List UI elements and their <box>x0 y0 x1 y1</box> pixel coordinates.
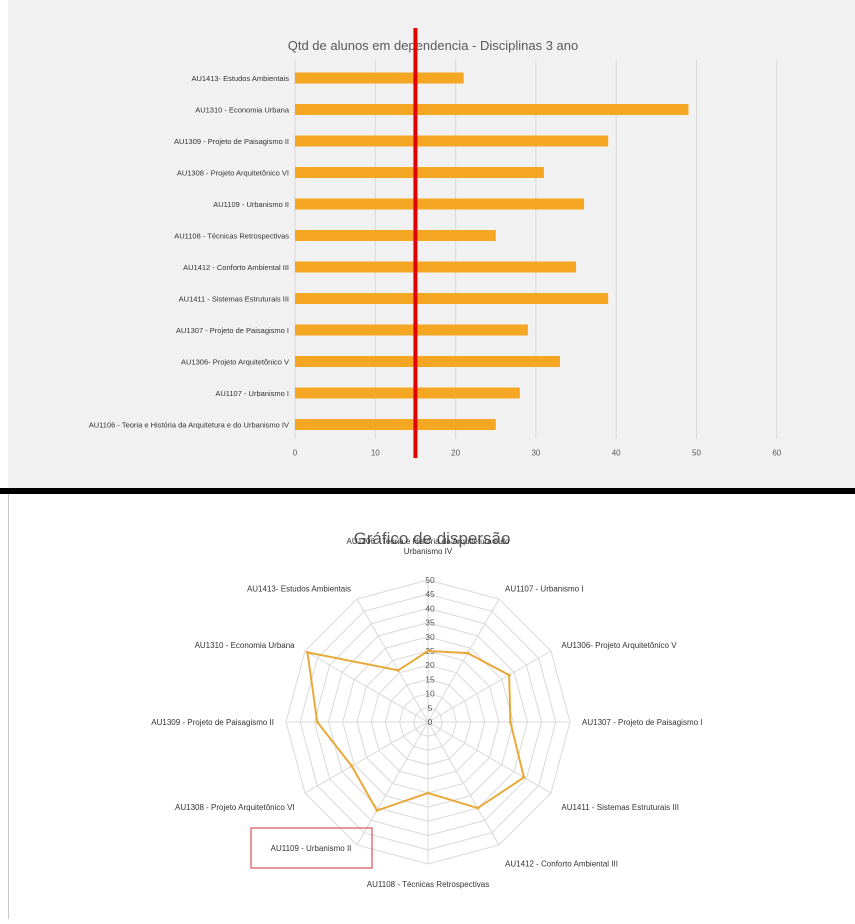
label-line: Urbanismo IV <box>404 547 453 556</box>
radar-category-label: AU1307 - Projeto de Paisagismo I <box>582 718 703 727</box>
radar-point <box>476 806 480 810</box>
radial-tick-label: 35 <box>425 618 435 628</box>
bar <box>295 198 585 210</box>
x-tick-label: 60 <box>772 449 781 458</box>
category-label: AU1306- Projeto Arquitetônico V <box>181 358 289 367</box>
radar-category-label: AU1310 - Economia Urbana <box>195 641 296 650</box>
category-label: AU1106 - Teoria e História da Arquitetur… <box>89 421 289 430</box>
radar-point <box>522 775 526 779</box>
radar-spoke <box>304 650 429 723</box>
radar-spoke <box>304 721 429 794</box>
bar <box>295 293 609 304</box>
radar-category-label: AU1108 - Técnicas Retrospectivas <box>367 880 489 889</box>
bar <box>295 387 520 399</box>
radial-tick-label: 15 <box>425 674 435 684</box>
category-label: AU1310 - Economia Urbana <box>195 106 290 115</box>
radar-category-label: AU1411 - Sistemas Estruturais III <box>561 803 679 812</box>
bar <box>295 72 464 84</box>
radar-point <box>507 673 511 677</box>
radial-tick-label: 5 <box>428 703 433 713</box>
radar-spoke <box>427 721 552 794</box>
radar-category-label: AU1306- Projeto Arquitetônico V <box>561 641 677 650</box>
bar-chart: Qtd de alunos em dependencia - Disciplin… <box>89 28 782 458</box>
radar-point <box>305 650 309 654</box>
bar <box>295 135 609 147</box>
radar-point <box>350 764 354 768</box>
bar <box>295 104 689 115</box>
radar-category-label: AU1412 - Conforto Ambiental III <box>505 859 618 868</box>
category-label: AU1309 - Projeto de Paisagismo II <box>174 137 289 146</box>
radial-tick-label: 50 <box>425 575 435 585</box>
category-label: AU1107 - Urbanismo I <box>215 389 289 398</box>
x-tick-label: 10 <box>371 449 380 458</box>
radar-category-label: AU1413- Estudos Ambientais <box>247 585 351 594</box>
radar-spoke <box>356 721 429 846</box>
bar <box>295 419 496 430</box>
bar <box>295 261 577 273</box>
x-tick-label: 40 <box>612 449 621 458</box>
x-tick-label: 30 <box>531 449 540 458</box>
x-tick-label: 50 <box>692 449 701 458</box>
bar <box>295 356 560 367</box>
radar-category-label: AU1308 - Projeto Arquitetônico VI <box>175 803 295 812</box>
bar-chart-title: Qtd de alunos em dependencia - Disciplin… <box>288 38 579 53</box>
section-divider <box>0 488 855 494</box>
category-label: AU1412 - Conforto Ambiental III <box>183 263 289 272</box>
radar-point <box>508 720 512 724</box>
radar-spoke <box>427 598 500 723</box>
radar-series-line <box>306 649 526 812</box>
radar-category-label: AU1109 - Urbanismo II <box>271 844 352 853</box>
bar <box>295 167 544 178</box>
radar-point <box>375 809 379 813</box>
x-tick-label: 20 <box>451 449 460 458</box>
radial-tick-label: 10 <box>425 689 435 699</box>
highlight-box <box>250 827 373 869</box>
category-label: AU1108 - Técnicas Retrospectivas <box>174 232 289 241</box>
radial-tick-label: 45 <box>425 589 435 599</box>
radar-chart: Gráfico de dispersão 0510152025303540455… <box>151 529 703 889</box>
radar-point <box>315 720 319 724</box>
radial-tick-label: 30 <box>425 632 435 642</box>
category-label: AU1308 - Projeto Arquitetônico VI <box>177 169 289 178</box>
radar-chart-panel: Gráfico de dispersão 0 5 10 15 20 25 30 35 40 45 5… <box>8 494 855 919</box>
category-label: AU1413- Estudos Ambientais <box>191 74 289 83</box>
radar-spoke <box>356 598 429 723</box>
radial-tick-label: 20 <box>425 660 435 670</box>
radial-tick-label: 40 <box>425 603 435 613</box>
category-label: AU1307 - Projeto de Paisagismo I <box>176 326 289 335</box>
category-label: AU1411 - Sistemas Estruturais III <box>179 295 289 304</box>
category-label: AU1109 - Urbanismo II <box>213 200 289 209</box>
bar-chart-panel: Qtd de alunos em dependencia - Disciplin… <box>8 0 855 488</box>
radar-spoke <box>427 721 500 846</box>
bar <box>295 230 496 241</box>
radar-category-label: AU1309 - Projeto de Paisagismo II <box>151 718 274 727</box>
radial-tick-label: 0 <box>428 717 433 727</box>
radar-chart-title: Gráfico de dispersão <box>354 529 511 548</box>
x-tick-label: 0 <box>293 449 298 458</box>
radar-point <box>466 651 470 655</box>
radar-point <box>426 649 430 653</box>
radar-category-label: AU1107 - Urbanismo I <box>505 585 584 594</box>
radar-point <box>396 668 400 672</box>
radar-category-label: AU1106 - Teoria e História da Arquitetur… <box>347 537 510 556</box>
bar <box>295 324 528 336</box>
radar-point <box>426 791 430 795</box>
radar-spoke <box>427 650 552 723</box>
label-line: AU1106 - Teoria e História da Arquitetur… <box>347 537 510 546</box>
